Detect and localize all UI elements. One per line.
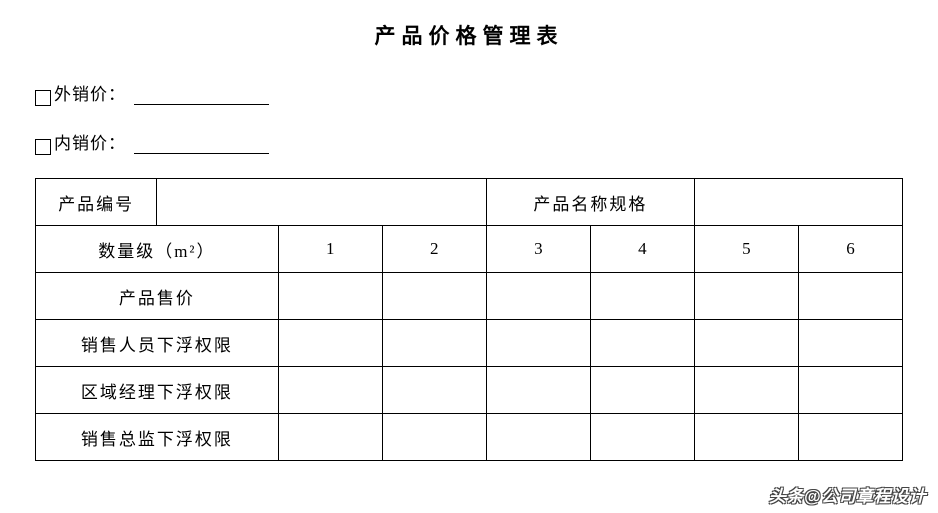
- row-label: 产品售价: [36, 273, 279, 320]
- cell: [590, 273, 694, 320]
- table-row: 区域经理下浮权限: [36, 367, 903, 414]
- product-spec-label: 产品名称规格: [486, 179, 694, 226]
- cell: [694, 273, 798, 320]
- cell: [694, 320, 798, 367]
- table-row: 产品售价: [36, 273, 903, 320]
- table-row: 数量级（m²） 1 2 3 4 5 6: [36, 226, 903, 273]
- qty-col-5: 5: [694, 226, 798, 273]
- table-row: 销售总监下浮权限: [36, 414, 903, 461]
- qty-col-2: 2: [382, 226, 486, 273]
- qty-col-6: 6: [798, 226, 902, 273]
- qty-col-3: 3: [486, 226, 590, 273]
- export-price-value: [134, 86, 269, 105]
- cell: [590, 367, 694, 414]
- cell: [590, 320, 694, 367]
- cell: [486, 273, 590, 320]
- cell: [278, 414, 382, 461]
- cell: [486, 367, 590, 414]
- cell: [382, 273, 486, 320]
- row-label: 销售人员下浮权限: [36, 320, 279, 367]
- domestic-price-label: 内销价：: [54, 129, 126, 154]
- product-no-label: 产品编号: [36, 179, 157, 226]
- row-label: 销售总监下浮权限: [36, 414, 279, 461]
- page-title: 产品价格管理表: [35, 20, 903, 50]
- qty-col-4: 4: [590, 226, 694, 273]
- cell: [590, 414, 694, 461]
- cell: [694, 367, 798, 414]
- checkbox-icon: [35, 139, 51, 155]
- qty-col-1: 1: [278, 226, 382, 273]
- domestic-price-value: [134, 135, 269, 154]
- table-row: 销售人员下浮权限: [36, 320, 903, 367]
- cell: [382, 320, 486, 367]
- price-table: 产品编号 产品名称规格 数量级（m²） 1 2 3 4 5 6 产品售价 销售人…: [35, 178, 903, 461]
- cell: [382, 367, 486, 414]
- cell: [278, 273, 382, 320]
- cell: [798, 273, 902, 320]
- qty-label: 数量级（m²）: [36, 226, 279, 273]
- cell: [694, 414, 798, 461]
- cell: [278, 320, 382, 367]
- watermark: 头条@公司章程设计: [769, 482, 926, 507]
- export-price-field: 外销价：: [35, 80, 903, 105]
- cell: [798, 320, 902, 367]
- checkbox-icon: [35, 90, 51, 106]
- domestic-price-field: 内销价：: [35, 129, 903, 154]
- cell: [798, 414, 902, 461]
- cell: [798, 367, 902, 414]
- row-label: 区域经理下浮权限: [36, 367, 279, 414]
- product-no-value: [157, 179, 486, 226]
- cell: [278, 367, 382, 414]
- cell: [486, 320, 590, 367]
- cell: [486, 414, 590, 461]
- cell: [382, 414, 486, 461]
- product-spec-value: [694, 179, 902, 226]
- table-row: 产品编号 产品名称规格: [36, 179, 903, 226]
- export-price-label: 外销价：: [54, 80, 126, 105]
